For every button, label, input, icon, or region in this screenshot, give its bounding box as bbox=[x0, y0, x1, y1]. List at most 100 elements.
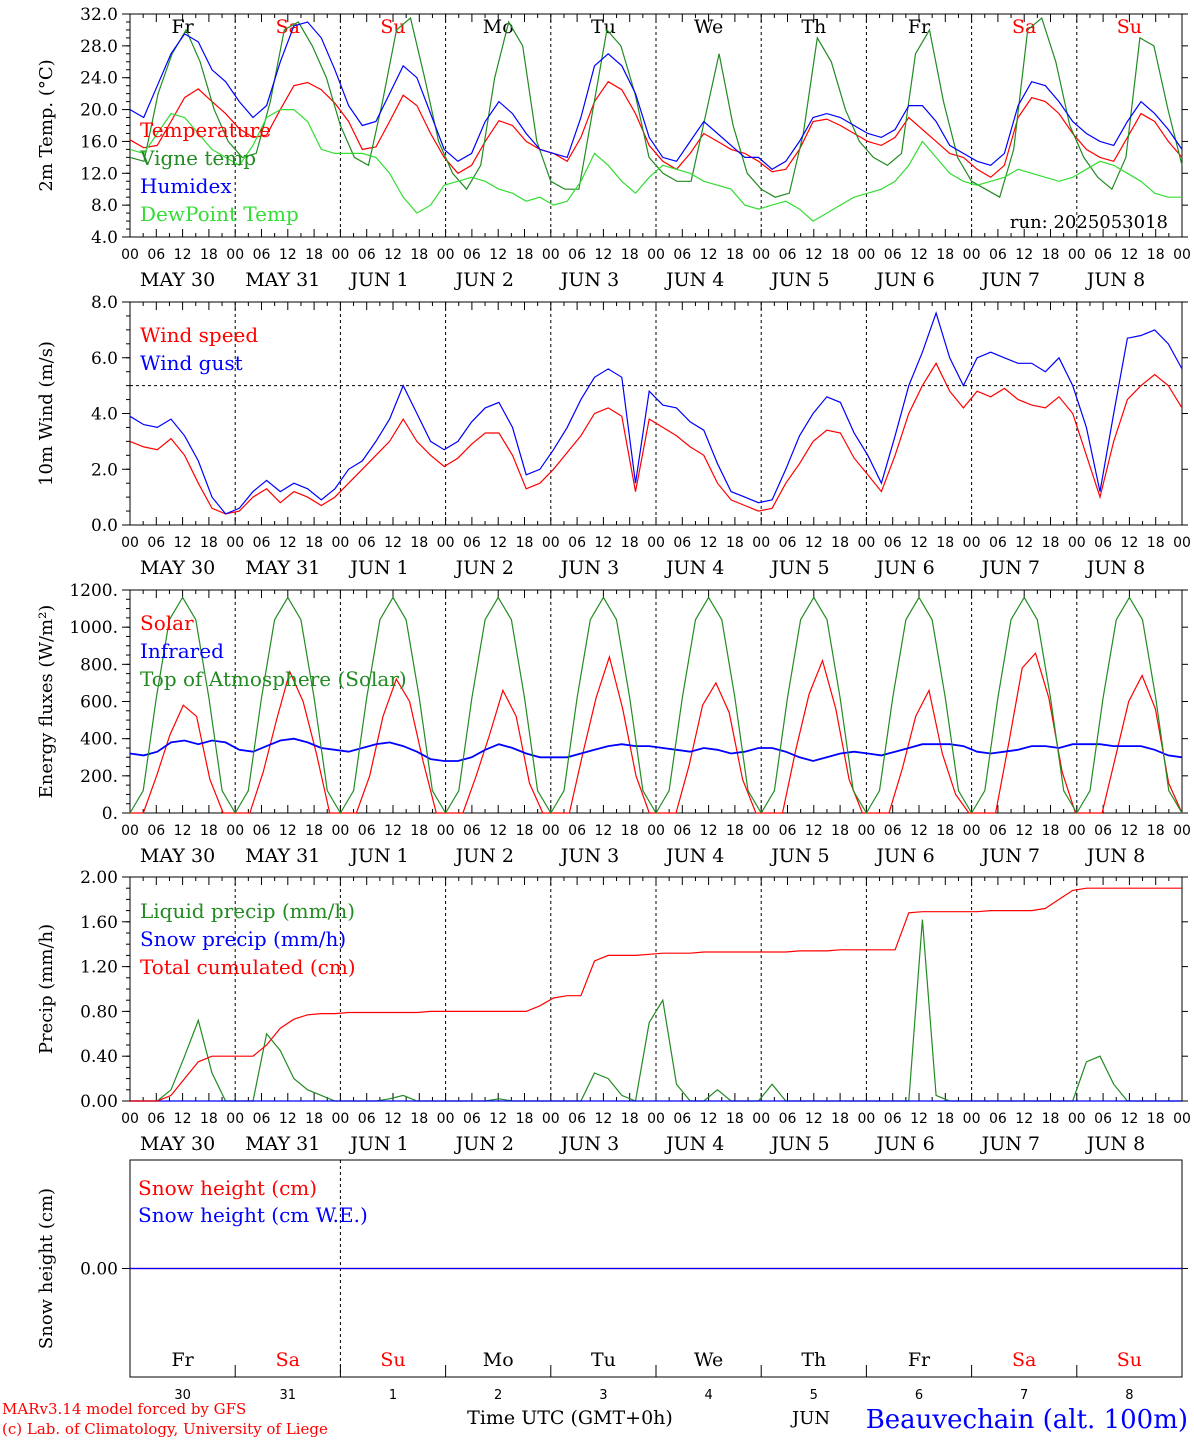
hour-tick-label: 00 bbox=[437, 535, 455, 551]
hour-tick-label: 12 bbox=[910, 535, 928, 551]
hour-tick-label: 00 bbox=[963, 247, 981, 263]
hour-tick-label: 00 bbox=[963, 535, 981, 551]
day-number: 7 bbox=[1020, 1388, 1028, 1403]
day-number: 31 bbox=[280, 1388, 297, 1403]
hour-tick-label: 06 bbox=[568, 1111, 586, 1127]
date-label: JUN 4 bbox=[664, 845, 724, 867]
weekday-label: Sa bbox=[1012, 1349, 1036, 1371]
y-tick-label: 0. bbox=[102, 804, 118, 824]
hour-tick-label: 00 bbox=[1173, 1111, 1191, 1127]
hour-tick-label: 12 bbox=[174, 823, 192, 839]
hour-tick-label: 00 bbox=[331, 247, 349, 263]
hour-tick-label: 00 bbox=[121, 1111, 139, 1127]
weekday-label: Fr bbox=[908, 1349, 931, 1371]
hour-tick-label: 18 bbox=[621, 823, 639, 839]
weekday-label: Mo bbox=[483, 1349, 514, 1371]
y-tick-label: 16.0 bbox=[80, 132, 118, 152]
hour-tick-label: 12 bbox=[700, 823, 718, 839]
hour-tick-label: 06 bbox=[884, 823, 902, 839]
hour-tick-label: 12 bbox=[1120, 823, 1138, 839]
date-label: JUN 8 bbox=[1085, 269, 1145, 291]
date-label: JUN 3 bbox=[559, 1133, 619, 1155]
hour-tick-label: 06 bbox=[358, 823, 376, 839]
hour-tick-label: 12 bbox=[594, 823, 612, 839]
hour-tick-label: 00 bbox=[1068, 247, 1086, 263]
date-label: JUN 5 bbox=[769, 269, 829, 291]
hour-tick-label: 12 bbox=[594, 535, 612, 551]
hour-tick-label: 18 bbox=[831, 823, 849, 839]
hour-tick-label: 00 bbox=[437, 247, 455, 263]
hour-tick-label: 00 bbox=[647, 535, 665, 551]
hour-tick-label: 06 bbox=[779, 535, 797, 551]
credit-line-2: (c) Lab. of Climatology, University of L… bbox=[2, 1420, 328, 1438]
hour-tick-label: 18 bbox=[410, 823, 428, 839]
date-label: JUN 2 bbox=[454, 845, 514, 867]
hour-tick-label: 06 bbox=[147, 1111, 165, 1127]
y-axis-label: Snow height (cm) bbox=[36, 1188, 57, 1349]
date-label: MAY 31 bbox=[245, 845, 320, 867]
series-line-infrared bbox=[129, 737, 1183, 762]
hour-tick-label: 12 bbox=[384, 823, 402, 839]
weekday-label: Tu bbox=[591, 16, 616, 38]
hour-tick-label: 18 bbox=[1147, 535, 1165, 551]
hour-tick-label: 12 bbox=[910, 247, 928, 263]
hour-tick-label: 06 bbox=[568, 535, 586, 551]
hour-tick-label: 00 bbox=[963, 1111, 981, 1127]
hour-tick-label: 00 bbox=[331, 823, 349, 839]
hour-tick-label: 06 bbox=[1094, 247, 1112, 263]
hour-tick-label: 00 bbox=[121, 823, 139, 839]
hour-tick-label: 06 bbox=[147, 535, 165, 551]
date-label: JUN 7 bbox=[980, 1133, 1040, 1155]
hour-tick-label: 06 bbox=[463, 823, 481, 839]
date-label: JUN 2 bbox=[454, 1133, 514, 1155]
hour-tick-label: 00 bbox=[752, 1111, 770, 1127]
hour-tick-label: 06 bbox=[568, 247, 586, 263]
hour-tick-label: 18 bbox=[200, 823, 218, 839]
hour-tick-label: 12 bbox=[910, 1111, 928, 1127]
hour-tick-label: 12 bbox=[700, 535, 718, 551]
y-tick-label: 4.0 bbox=[91, 405, 118, 425]
y-tick-label: 20.0 bbox=[80, 101, 118, 121]
date-label: JUN 2 bbox=[454, 557, 514, 579]
hour-tick-label: 18 bbox=[621, 535, 639, 551]
hour-tick-label: 06 bbox=[989, 1111, 1007, 1127]
day-number: 30 bbox=[174, 1388, 191, 1403]
weekday-label: Fr bbox=[171, 16, 194, 38]
hour-tick-label: 06 bbox=[989, 535, 1007, 551]
hour-tick-label: 12 bbox=[1120, 247, 1138, 263]
series-line-dewpoint-temp bbox=[129, 108, 1182, 222]
date-label: JUN 7 bbox=[980, 269, 1040, 291]
date-label: JUN 4 bbox=[664, 1133, 724, 1155]
y-tick-label: 4.0 bbox=[91, 228, 118, 248]
hour-tick-label: 00 bbox=[226, 823, 244, 839]
hour-tick-label: 00 bbox=[226, 535, 244, 551]
y-tick-label: 12.0 bbox=[80, 164, 118, 184]
y-axis-label: 2m Temp. (°C) bbox=[36, 59, 57, 191]
date-label: JUN 7 bbox=[980, 845, 1040, 867]
weekday-label: Th bbox=[801, 16, 826, 38]
series-line-temperature bbox=[129, 80, 1183, 179]
hour-tick-label: 00 bbox=[857, 1111, 875, 1127]
hour-tick-label: 18 bbox=[305, 823, 323, 839]
weekday-label: Su bbox=[380, 1349, 405, 1371]
legend-entry: Liquid precip (mm/h) bbox=[140, 899, 355, 923]
overlap-text: JUN bbox=[790, 1408, 830, 1429]
hour-tick-label: 18 bbox=[410, 535, 428, 551]
date-label: JUN 3 bbox=[559, 557, 619, 579]
hour-tick-label: 18 bbox=[516, 1111, 534, 1127]
hour-tick-label: 18 bbox=[726, 247, 744, 263]
hour-tick-label: 00 bbox=[542, 1111, 560, 1127]
hour-tick-label: 18 bbox=[200, 535, 218, 551]
hour-tick-label: 00 bbox=[1173, 247, 1191, 263]
hour-tick-label: 12 bbox=[384, 247, 402, 263]
day-number: 1 bbox=[389, 1388, 397, 1403]
hour-tick-label: 18 bbox=[1147, 1111, 1165, 1127]
y-axis-label: Energy fluxes (W/m²) bbox=[36, 605, 57, 799]
hour-tick-label: 18 bbox=[200, 247, 218, 263]
hour-tick-label: 12 bbox=[805, 247, 823, 263]
hour-tick-label: 18 bbox=[1042, 535, 1060, 551]
date-label: JUN 1 bbox=[348, 557, 408, 579]
hour-tick-label: 18 bbox=[305, 247, 323, 263]
legend-entry: Wind gust bbox=[140, 351, 243, 375]
hour-tick-label: 06 bbox=[463, 247, 481, 263]
